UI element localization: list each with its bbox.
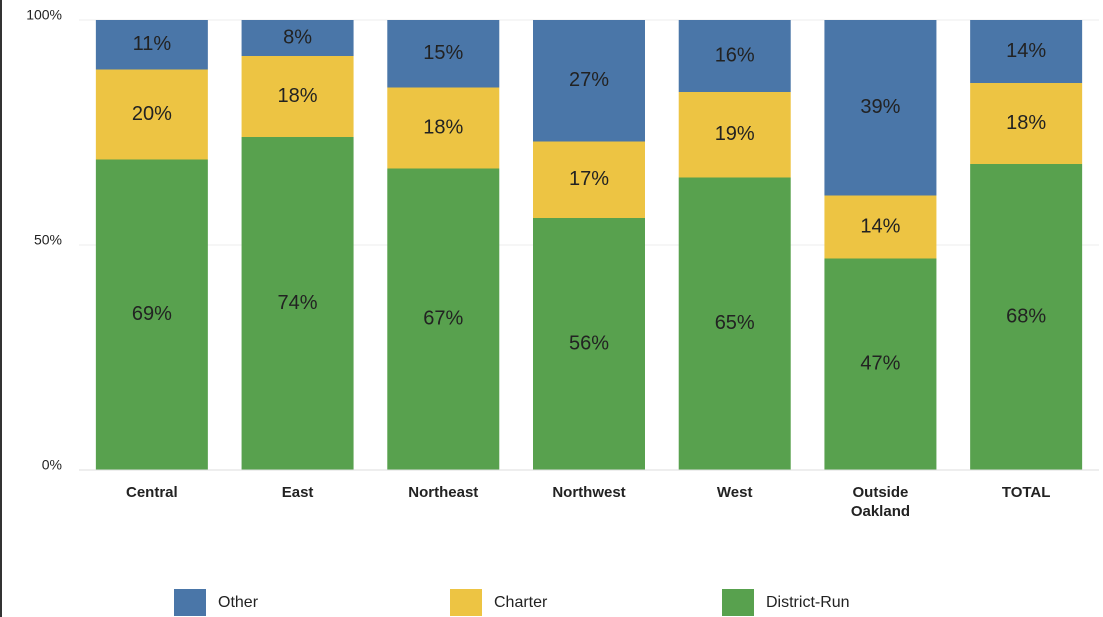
bar-segment <box>95 159 208 470</box>
y-tick-label: 100% <box>26 7 62 23</box>
bar-segment <box>241 137 354 470</box>
data-label: 8% <box>283 26 312 48</box>
data-label: 47% <box>860 353 900 375</box>
bar-segment <box>533 20 645 142</box>
data-label: 67% <box>423 308 463 330</box>
legend-swatch <box>450 589 482 616</box>
data-label: 20% <box>132 103 172 125</box>
legend-label: Charter <box>494 594 548 611</box>
data-label: 65% <box>715 312 755 334</box>
legend-label: Other <box>218 594 259 611</box>
legend-swatch <box>174 589 206 616</box>
bar-segment <box>970 164 1083 470</box>
bar-segment <box>387 20 500 88</box>
x-tick-label: Northeast <box>408 484 479 501</box>
data-label: 19% <box>715 123 755 145</box>
bar-segment <box>95 69 208 160</box>
data-label: 18% <box>278 85 318 107</box>
data-label: 74% <box>278 292 318 314</box>
x-tick-label: East <box>281 484 314 501</box>
legend-label: District-Run <box>766 594 850 611</box>
legend-swatch <box>722 589 754 616</box>
bar-segment <box>533 218 645 470</box>
bar-segment <box>241 56 354 137</box>
bar-segment <box>95 20 208 70</box>
bar-segment <box>678 20 791 92</box>
x-tick-label: Central <box>126 484 178 501</box>
y-tick-label: 50% <box>34 232 62 248</box>
data-label: 11% <box>133 33 172 55</box>
data-label: 27% <box>569 69 609 91</box>
data-label: 56% <box>569 332 609 354</box>
y-tick-label: 0% <box>42 457 62 473</box>
data-label: 69% <box>132 303 172 325</box>
data-label: 68% <box>1006 305 1046 327</box>
data-label: 39% <box>860 96 900 118</box>
bar-segment <box>824 20 937 196</box>
bar-segment <box>678 177 791 470</box>
x-tick-label: West <box>716 484 753 501</box>
data-label: 17% <box>569 168 609 190</box>
data-label: 15% <box>423 42 463 64</box>
bar-segment <box>970 20 1083 83</box>
bar-segment <box>241 20 354 56</box>
bar-segment <box>824 258 937 470</box>
bar-segment <box>533 141 645 218</box>
x-tick-label: Northwest <box>552 484 626 501</box>
x-tick-label: Outside Oakland <box>850 484 911 520</box>
bar-segment <box>678 92 791 178</box>
data-label: 14% <box>1006 40 1046 62</box>
data-label: 18% <box>423 116 463 138</box>
data-label: 18% <box>1006 112 1046 134</box>
data-label: 14% <box>860 215 900 237</box>
bar-segment <box>970 83 1083 164</box>
bar-segment <box>824 195 937 259</box>
data-label: 16% <box>715 44 755 66</box>
bar-segment <box>387 168 500 470</box>
bar-segment <box>387 87 500 169</box>
x-tick-label: TOTAL <box>1001 484 1051 501</box>
